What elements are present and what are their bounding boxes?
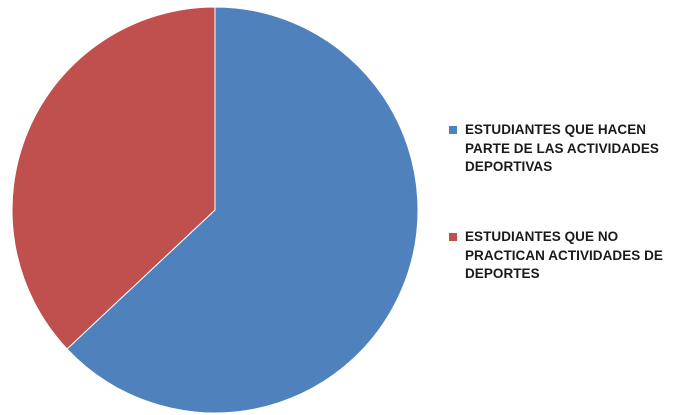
legend: ESTUDIANTES QUE HACEN PARTE DE LAS ACTIV… bbox=[449, 121, 673, 284]
legend-item-participants: ESTUDIANTES QUE HACEN PARTE DE LAS ACTIV… bbox=[449, 121, 673, 177]
legend-item-non-participants: ESTUDIANTES QUE NO PRACTICAN ACTIVIDADES… bbox=[449, 228, 673, 284]
legend-label-participants: ESTUDIANTES QUE HACEN PARTE DE LAS ACTIV… bbox=[465, 122, 659, 175]
pie-slice-non-participants bbox=[11, 6, 216, 350]
legend-swatch-participants bbox=[449, 126, 457, 134]
pie-chart bbox=[11, 6, 419, 414]
pie-slices bbox=[11, 6, 419, 414]
legend-swatch-non-participants bbox=[449, 232, 457, 241]
legend-label-non-participants: ESTUDIANTES QUE NO PRACTICAN ACTIVIDADES… bbox=[465, 228, 663, 282]
pie-slice-participants bbox=[66, 6, 419, 414]
